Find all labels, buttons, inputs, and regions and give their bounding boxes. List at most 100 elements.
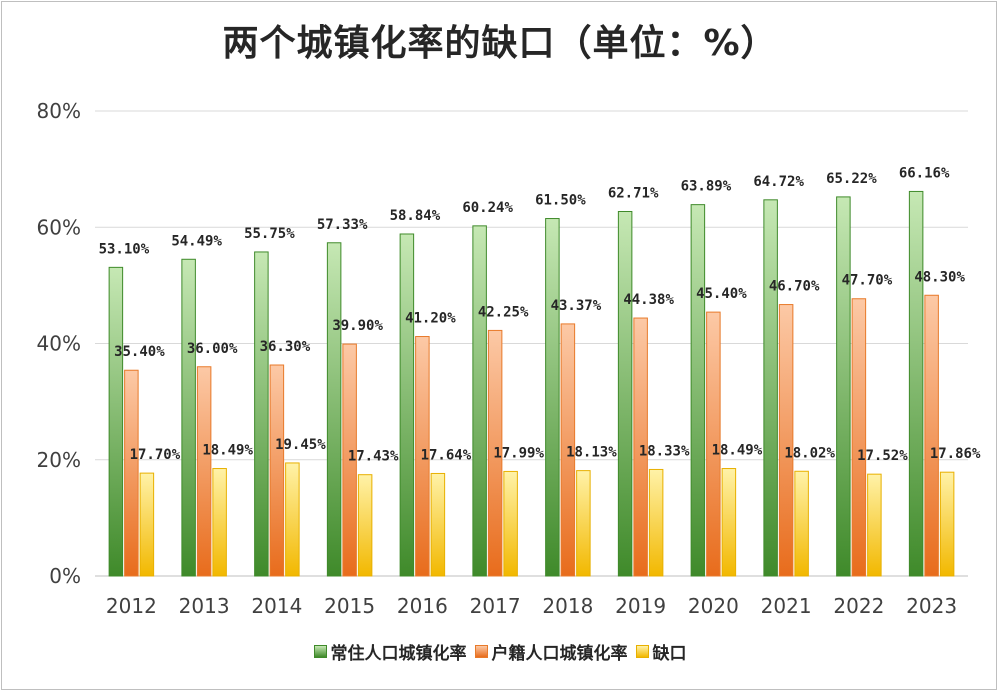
x-tick-label: 2019 — [615, 594, 666, 618]
x-tick-label: 2012 — [106, 594, 157, 618]
y-tick-label: 0% — [49, 564, 81, 588]
x-tick-label: 2022 — [833, 594, 884, 618]
y-tick-label: 60% — [37, 215, 81, 239]
bar — [560, 323, 576, 577]
bar — [706, 311, 721, 577]
bar — [124, 369, 139, 577]
bar — [690, 204, 706, 577]
data-label: 66.16% — [899, 165, 950, 181]
bar — [181, 258, 196, 577]
data-label: 43.37% — [551, 298, 602, 314]
data-label: 53.10% — [99, 241, 150, 257]
data-label: 62.71% — [608, 185, 659, 201]
data-label: 19.45% — [275, 437, 326, 453]
legend-swatch-2 — [635, 645, 649, 658]
data-label: 18.49% — [712, 443, 763, 459]
x-tick-label: 2013 — [179, 594, 230, 618]
bar — [269, 364, 285, 577]
data-label: 41.20% — [405, 311, 456, 327]
data-label: 48.30% — [914, 269, 965, 285]
x-tick-label: 2020 — [688, 594, 739, 618]
bar — [487, 329, 503, 577]
data-label: 17.70% — [130, 447, 181, 463]
bar — [851, 298, 867, 577]
legend-label-2: 缺口 — [652, 644, 687, 664]
bar — [836, 196, 851, 577]
x-tick-label: 2017 — [470, 594, 521, 618]
bar — [254, 251, 269, 577]
data-label: 36.30% — [260, 339, 311, 355]
data-label: 39.90% — [332, 318, 383, 334]
bar — [924, 294, 939, 577]
data-label: 18.02% — [784, 445, 835, 461]
bar — [545, 218, 560, 577]
data-label: 45.40% — [696, 286, 747, 302]
data-label: 17.43% — [348, 449, 399, 465]
data-label: 35.40% — [114, 344, 165, 360]
data-label: 18.13% — [566, 445, 617, 461]
x-tick-label: 2018 — [542, 594, 593, 618]
data-label: 63.89% — [681, 179, 732, 195]
data-label: 64.72% — [753, 174, 804, 190]
bar — [326, 242, 342, 577]
data-label: 47.70% — [842, 273, 893, 289]
bar — [285, 462, 300, 577]
x-tick-label: 2021 — [761, 594, 812, 618]
bar — [617, 210, 633, 577]
data-label: 18.49% — [202, 443, 253, 459]
data-label: 60.24% — [462, 200, 513, 216]
bar — [212, 468, 227, 577]
y-tick-label: 40% — [37, 332, 81, 356]
bar — [196, 366, 212, 577]
legend-item-1: 户籍人口城镇化率 — [474, 639, 628, 664]
y-tick-label: 20% — [37, 448, 81, 472]
bar — [576, 470, 591, 577]
bar — [139, 472, 155, 577]
bar — [908, 190, 924, 577]
data-label: 65.22% — [826, 171, 877, 187]
x-tick-label: 2023 — [906, 594, 957, 618]
data-label: 36.00% — [187, 341, 238, 357]
bar — [342, 343, 357, 577]
data-label: 42.25% — [478, 304, 529, 320]
data-label: 46.70% — [769, 279, 820, 295]
data-label: 17.99% — [493, 445, 544, 461]
bar — [939, 471, 955, 577]
bar — [415, 336, 430, 577]
data-label: 54.49% — [171, 233, 222, 249]
bar — [357, 474, 373, 577]
x-tick-label: 2015 — [324, 594, 375, 618]
y-tick-label: 80% — [37, 99, 81, 123]
data-label: 55.75% — [244, 226, 295, 242]
bar — [503, 470, 518, 577]
chart-legend: 常住人口城镇化率 户籍人口城镇化率 缺口 — [0, 639, 1000, 664]
data-label: 44.38% — [623, 292, 674, 308]
data-label: 17.64% — [421, 447, 472, 463]
legend-swatch-0 — [313, 645, 327, 658]
bar — [721, 468, 737, 577]
bar — [778, 304, 794, 577]
legend-item-2: 缺口 — [635, 639, 687, 664]
data-label: 57.33% — [317, 217, 368, 233]
data-label: 17.52% — [857, 448, 908, 464]
bar — [633, 317, 648, 577]
data-label: 61.50% — [535, 193, 586, 209]
legend-swatch-1 — [474, 645, 488, 658]
legend-label-1: 户籍人口城镇化率 — [491, 644, 628, 664]
x-tick-label: 2014 — [251, 594, 302, 618]
data-label: 58.84% — [390, 208, 441, 224]
bar — [648, 468, 664, 577]
bar — [794, 470, 809, 577]
bar — [430, 472, 446, 577]
legend-label-0: 常住人口城镇化率 — [330, 644, 467, 664]
bar — [108, 266, 124, 577]
bar — [472, 225, 487, 577]
legend-item-0: 常住人口城镇化率 — [313, 639, 467, 664]
data-label: 18.33% — [639, 443, 690, 459]
x-tick-label: 2016 — [397, 594, 448, 618]
bar — [399, 233, 415, 577]
chart-title: 两个城镇化率的缺口（单位：%） — [222, 23, 778, 64]
data-label: 17.86% — [930, 446, 981, 462]
bar — [763, 199, 778, 577]
